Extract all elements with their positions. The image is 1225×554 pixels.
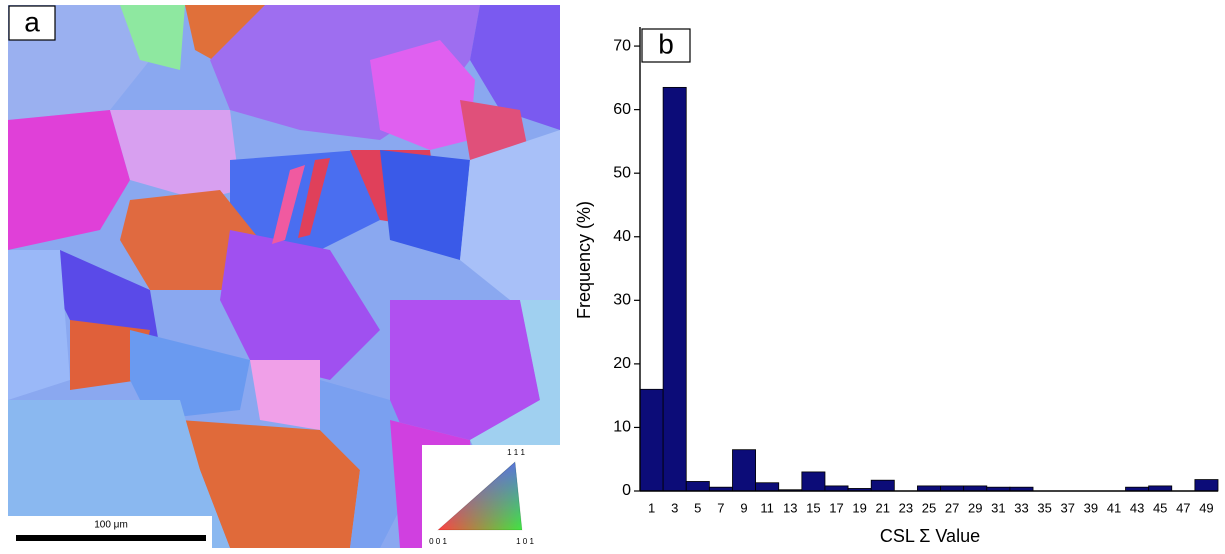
- x-tick-label: 29: [968, 500, 982, 515]
- x-tick-label: 47: [1176, 500, 1190, 515]
- bar: [639, 388, 664, 492]
- panel-label: a: [24, 6, 40, 37]
- ipf-outline: [436, 461, 523, 531]
- x-tick-label: 13: [783, 500, 797, 515]
- y-axis-label: Frequency (%): [574, 201, 594, 319]
- scale-bar: 100 μm: [8, 516, 212, 548]
- grain: [390, 300, 540, 440]
- y-tick-label: 10: [613, 419, 631, 436]
- panel-label: b: [658, 28, 674, 59]
- bar: [1148, 485, 1173, 492]
- grain: [298, 158, 330, 238]
- bar: [940, 485, 965, 492]
- ipf-label: 1 1 1: [507, 448, 525, 457]
- scale-bar-line: [16, 535, 206, 541]
- grain: [8, 400, 230, 548]
- panel-label-box: [641, 28, 691, 63]
- grain: [272, 165, 305, 244]
- x-tick-label: 25: [922, 500, 936, 515]
- grain: [470, 5, 560, 130]
- x-tick-label: 7: [717, 500, 724, 515]
- ipf-triangle-shade: [438, 462, 522, 530]
- x-tick-label: 43: [1130, 500, 1144, 515]
- y-tick-label: 50: [613, 164, 631, 181]
- x-tick-label: 35: [1037, 500, 1051, 515]
- grain: [180, 420, 360, 548]
- grain: [8, 110, 130, 250]
- x-tick-label: 27: [945, 500, 959, 515]
- grain: [8, 250, 70, 400]
- x-tick-label: 19: [852, 500, 866, 515]
- bar: [662, 86, 687, 492]
- y-tick-label: 0: [622, 482, 631, 499]
- y-tick-label: 20: [613, 355, 631, 372]
- grain: [130, 330, 250, 420]
- bar: [732, 449, 756, 492]
- bar: [870, 479, 895, 492]
- bar: [755, 482, 780, 492]
- y-tick-label: 40: [613, 228, 631, 245]
- x-tick-label: 39: [1084, 500, 1098, 515]
- x-axis-label: CSL Σ Value: [880, 526, 980, 546]
- x-tick-label: 15: [806, 500, 820, 515]
- scale-bar-box: [8, 516, 212, 548]
- grain: [230, 150, 380, 260]
- x-tick-label: 9: [740, 500, 747, 515]
- bar: [1194, 479, 1219, 492]
- ipf-label: 1 0 1: [516, 537, 534, 546]
- panel-label-box: [8, 5, 56, 41]
- ipf-legend: 1 1 1 0 0 1 1 0 1: [422, 445, 560, 548]
- grain: [220, 230, 380, 380]
- grain: [380, 150, 470, 260]
- x-tick-label: 49: [1199, 500, 1213, 515]
- x-tick-label: 33: [1014, 500, 1028, 515]
- x-tick-label: 1: [648, 500, 655, 515]
- bar: [685, 481, 710, 492]
- x-tick-label: 41: [1107, 500, 1121, 515]
- scale-bar-label: 100 μm: [94, 520, 128, 531]
- x-tick-label: 31: [991, 500, 1005, 515]
- y-tick-label: 30: [613, 292, 631, 309]
- orientation-map: [8, 5, 560, 548]
- x-tick-label: 37: [1060, 500, 1074, 515]
- bar: [824, 485, 849, 492]
- x-tick-label: 11: [760, 500, 774, 515]
- x-tick-label: 23: [899, 500, 913, 515]
- x-tick-label: 17: [829, 500, 843, 515]
- grain: [120, 5, 185, 70]
- x-tick-label: 5: [694, 500, 701, 515]
- grain: [110, 110, 240, 200]
- grain: [460, 100, 530, 160]
- y-tick-label: 60: [613, 101, 631, 118]
- y-tick-label: 70: [613, 37, 631, 54]
- x-tick-label: 21: [876, 500, 890, 515]
- grain: [250, 360, 320, 430]
- grain: [460, 130, 560, 300]
- bar: [917, 485, 941, 492]
- x-tick-label: 3: [671, 500, 678, 515]
- bar: [801, 471, 826, 492]
- ipf-label: 0 0 1: [429, 537, 447, 546]
- bar: [963, 485, 988, 492]
- x-tick-label: 45: [1153, 500, 1167, 515]
- grain: [370, 40, 475, 150]
